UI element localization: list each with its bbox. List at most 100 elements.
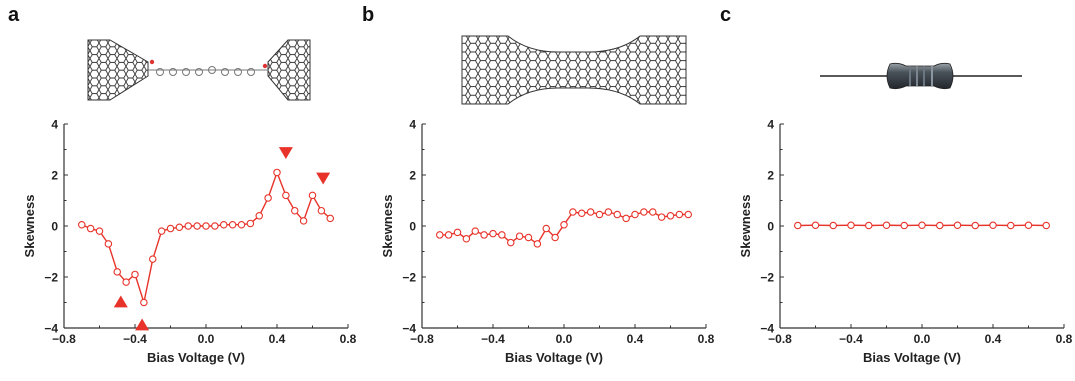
x-tick-label: −0.8 bbox=[768, 332, 792, 346]
graphene-constriction-illustration bbox=[461, 35, 687, 105]
y-tick-label: −2 bbox=[402, 271, 416, 285]
data-point bbox=[631, 210, 639, 219]
data-point bbox=[326, 214, 334, 223]
data-point bbox=[299, 217, 308, 225]
y-tick-label: 0 bbox=[409, 220, 416, 234]
data-point bbox=[515, 232, 524, 240]
data-point bbox=[453, 228, 462, 237]
data-point bbox=[1024, 221, 1033, 229]
data-point bbox=[542, 224, 551, 233]
y-tick-label: 2 bbox=[409, 169, 416, 183]
data-point bbox=[113, 268, 122, 276]
y-tick-label: 4 bbox=[51, 118, 58, 132]
x-tick-label: −0.4 bbox=[481, 332, 505, 346]
data-point bbox=[308, 191, 317, 200]
data-point bbox=[220, 220, 228, 229]
data-point bbox=[175, 223, 184, 232]
data-point bbox=[918, 221, 926, 229]
series-line bbox=[81, 170, 331, 306]
resistor-illustration bbox=[820, 62, 1022, 90]
data-point bbox=[936, 221, 944, 230]
data-point bbox=[613, 210, 621, 219]
x-axis-label: Bias Voltage (V) bbox=[863, 350, 961, 365]
data-point bbox=[794, 221, 802, 230]
panel-letter-b: b bbox=[362, 4, 375, 26]
data-point bbox=[86, 224, 95, 233]
x-tick-label: −0.8 bbox=[410, 332, 434, 346]
data-point bbox=[489, 229, 497, 238]
data-point bbox=[471, 227, 480, 235]
data-point bbox=[657, 213, 666, 221]
x-tick-label: 0.0 bbox=[914, 332, 931, 346]
data-point bbox=[648, 208, 657, 216]
data-point bbox=[847, 221, 855, 229]
data-point bbox=[586, 208, 595, 216]
data-point bbox=[157, 227, 166, 235]
data-point bbox=[131, 270, 139, 279]
panel-letter-a: a bbox=[8, 4, 20, 26]
triangle-up-marker bbox=[113, 295, 128, 308]
data-point bbox=[228, 220, 237, 229]
data-point bbox=[900, 221, 909, 230]
data-point bbox=[666, 212, 675, 220]
x-tick-label: −0.4 bbox=[839, 332, 863, 346]
data-point bbox=[211, 222, 219, 230]
y-tick-label: −4 bbox=[760, 322, 774, 336]
data-point bbox=[317, 206, 326, 215]
triangle-down-marker bbox=[316, 172, 331, 185]
y-tick-label: −4 bbox=[44, 322, 58, 336]
chart-b: −0.8 −0.4 0.0 0.4 0.8 4 2 0 −2 −4 Bias Voltage (V)… bbox=[380, 118, 715, 366]
data-point bbox=[622, 214, 630, 223]
data-point bbox=[273, 168, 281, 177]
x-tick-label: 0.8 bbox=[698, 332, 715, 346]
y-axis-label: Skewness bbox=[22, 195, 37, 258]
data-point bbox=[282, 191, 290, 200]
panel-letter-c: c bbox=[720, 4, 732, 26]
y-axis-label: Skewness bbox=[738, 195, 753, 258]
data-point bbox=[264, 194, 272, 202]
x-tick-label: 0.0 bbox=[556, 332, 573, 346]
data-point bbox=[865, 221, 873, 230]
x-axis-label: Bias Voltage (V) bbox=[505, 350, 603, 365]
x-tick-label: 0.4 bbox=[985, 332, 1002, 346]
data-point bbox=[122, 278, 130, 286]
data-point bbox=[989, 221, 997, 229]
data-point bbox=[569, 208, 577, 216]
y-tick-label: 2 bbox=[51, 169, 58, 183]
data-point bbox=[829, 221, 838, 230]
data-point bbox=[551, 233, 559, 242]
data-point bbox=[1006, 221, 1015, 230]
y-axis-label: Skewness bbox=[380, 195, 395, 258]
data-point bbox=[290, 206, 299, 215]
data-point bbox=[255, 212, 263, 220]
x-tick-label: 0.0 bbox=[198, 332, 215, 346]
data-point bbox=[684, 210, 692, 219]
data-point bbox=[202, 222, 210, 230]
data-point bbox=[237, 220, 246, 229]
triangle-up-marker bbox=[135, 318, 150, 331]
chart-a: −0.8 −0.4 0.0 0.4 0.8 4 2 0 −2 −4 Bias Voltage (V)… bbox=[22, 118, 357, 366]
data-point bbox=[1042, 221, 1050, 230]
y-tick-label: −2 bbox=[760, 271, 774, 285]
data-point bbox=[971, 221, 979, 230]
data-point bbox=[578, 209, 586, 218]
y-tick-label: −4 bbox=[402, 322, 416, 336]
x-tick-label: 0.4 bbox=[269, 332, 286, 346]
panel-c: c −0.8 −0.4 0.0 0.4 0.8 4 2 0 −2 −4 Bias Voltage (… bbox=[716, 0, 1074, 381]
data-point bbox=[140, 298, 148, 307]
data-point bbox=[507, 238, 515, 247]
triangle-down-marker bbox=[278, 147, 293, 160]
data-point bbox=[953, 221, 962, 229]
data-point bbox=[246, 219, 255, 228]
data-point bbox=[78, 220, 86, 229]
y-tick-label: 4 bbox=[767, 118, 774, 132]
panel-a: a −0.8 −0.4 0.0 0.4 0.8 4 2 0 −2 −4 Bias Voltage (… bbox=[0, 0, 358, 381]
data-point bbox=[95, 227, 104, 235]
data-point bbox=[480, 231, 488, 239]
data-point bbox=[462, 235, 471, 243]
y-tick-label: 0 bbox=[767, 220, 774, 234]
chart-c: −0.8 −0.4 0.0 0.4 0.8 4 2 0 −2 −4 Bias Voltage (V)… bbox=[738, 118, 1073, 366]
panel-b: b −0.8 −0.4 0.0 0.4 0.8 4 2 0 −2 −4 Bias Voltage (… bbox=[358, 0, 716, 381]
x-tick-label: −0.4 bbox=[123, 332, 147, 346]
data-point bbox=[640, 208, 648, 216]
